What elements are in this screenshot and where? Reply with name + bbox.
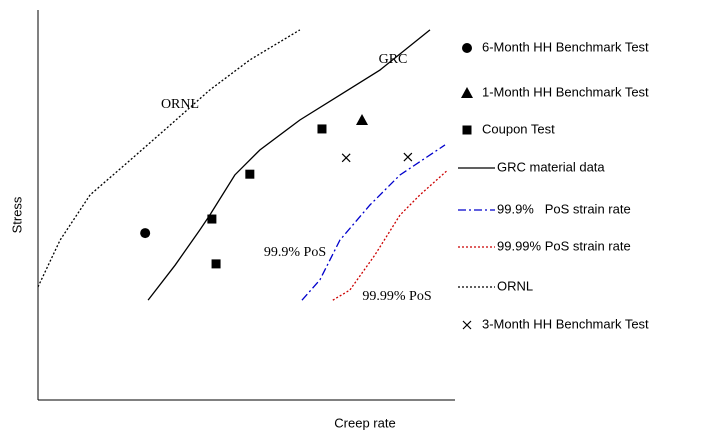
series-line — [301, 144, 446, 301]
marker-square — [245, 169, 255, 179]
x-axis-label: Creep rate — [334, 415, 395, 430]
legend-label: GRC material data — [497, 159, 605, 174]
annotation: 99.9% PoS — [264, 245, 326, 260]
series-line — [37, 29, 301, 288]
marker-square — [317, 124, 327, 134]
annotation: GRC — [379, 52, 408, 67]
annotation: ORNL — [161, 97, 199, 112]
marker-x — [341, 153, 351, 163]
annotation: 99.99% PoS — [362, 289, 431, 304]
marker-triangle — [356, 113, 369, 125]
legend-label: Coupon Test — [482, 121, 555, 136]
marker-circle — [140, 228, 151, 239]
marker-triangle — [461, 87, 473, 98]
marker-square — [462, 125, 472, 135]
y-axis-label: Stress — [9, 196, 24, 233]
legend-label: ORNL — [497, 278, 533, 293]
marker-x — [462, 320, 472, 330]
marker-x — [403, 152, 413, 162]
marker-square — [211, 259, 221, 269]
series-line — [147, 29, 431, 301]
legend-label: 6-Month HH Benchmark Test — [482, 39, 649, 54]
legend-label: 3-Month HH Benchmark Test — [482, 316, 649, 331]
legend-label: 99.99% PoS strain rate — [497, 238, 631, 253]
marker-circle — [462, 43, 472, 53]
marker-square — [207, 214, 217, 224]
legend-label: 99.9% PoS strain rate — [497, 201, 631, 216]
series-line — [332, 169, 449, 301]
legend-label: 1-Month HH Benchmark Test — [482, 84, 649, 99]
